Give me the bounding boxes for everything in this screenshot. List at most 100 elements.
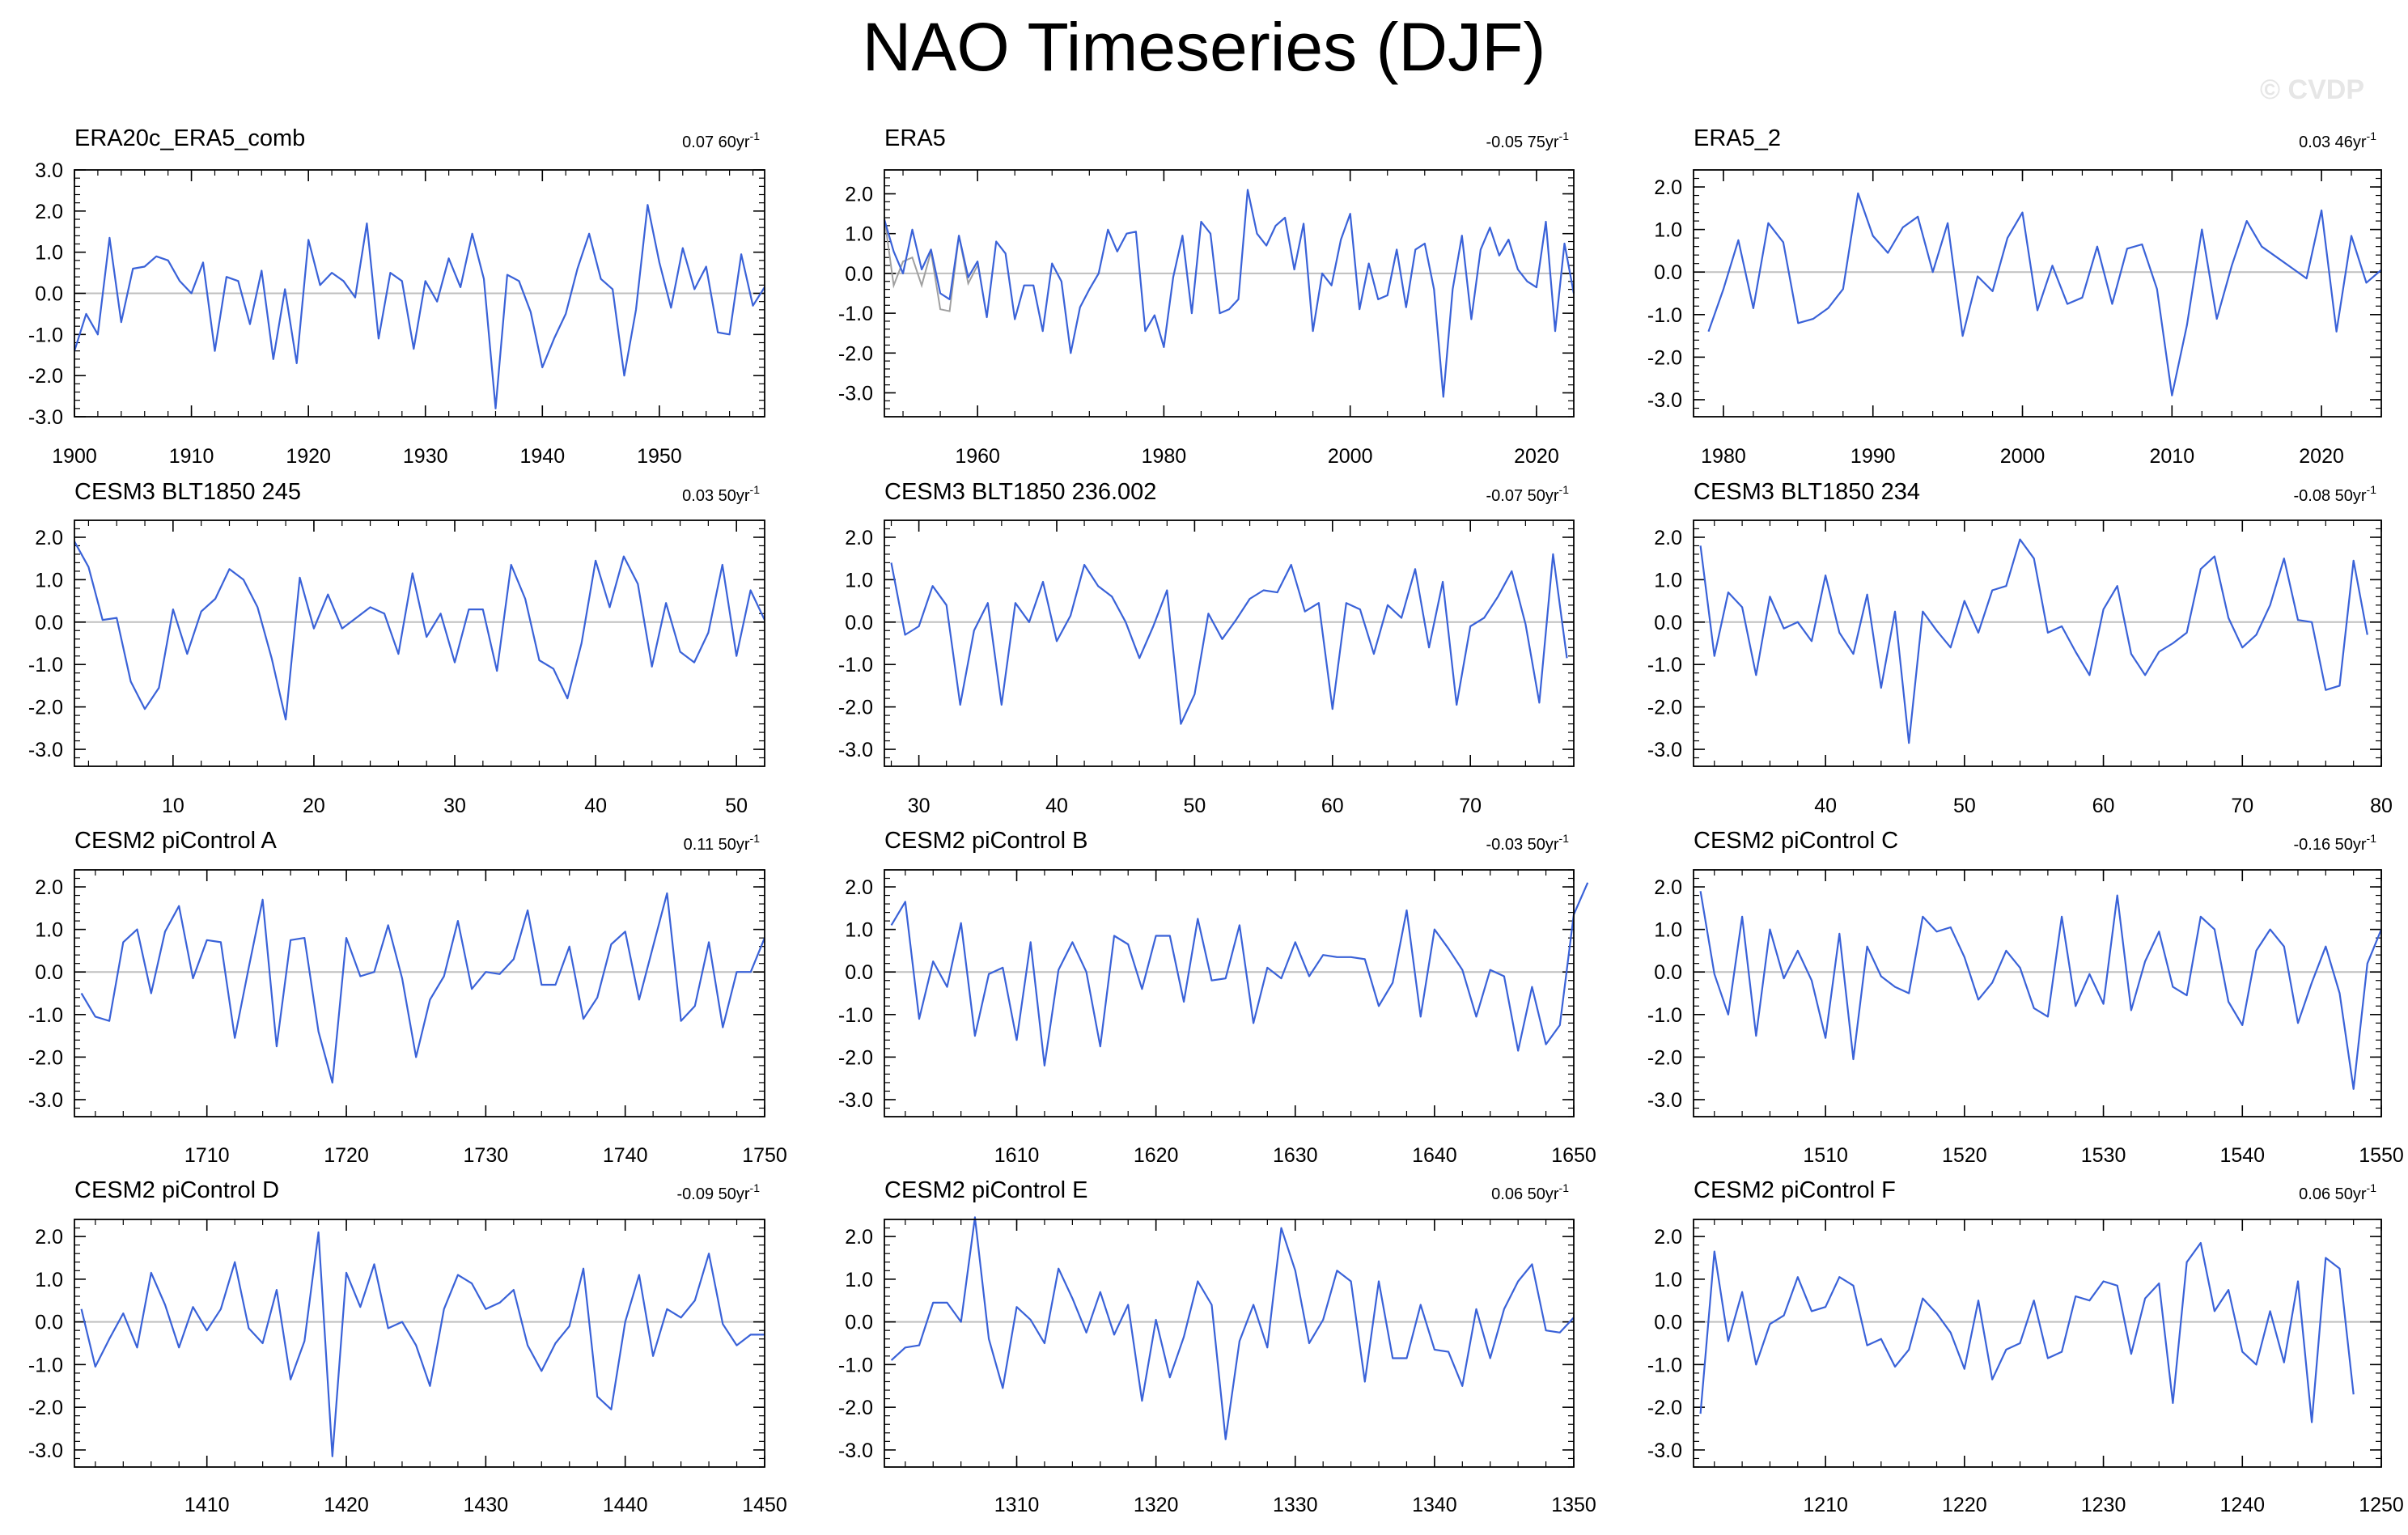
trend-label: -0.09 50yr-1 <box>676 1181 760 1203</box>
plot-frame <box>74 869 765 1117</box>
y-tick-label: 1.0 <box>845 223 873 246</box>
y-tick-label: 2.0 <box>1654 876 1682 899</box>
plot-frame <box>884 869 1575 1117</box>
x-tick-label: 60 <box>1321 795 1344 817</box>
panel-2: ERA5 -0.05 75yr-1 2.0 1.0 0.0 -1.0 -2.0 -3.0 196… <box>838 125 1575 468</box>
y-tick-label: 0.0 <box>35 612 63 634</box>
panel-3: ERA5_2 0.03 46yr-1 2.0 1.0 0.0 -1.0 -2.0 -3.0 19… <box>1647 125 2382 468</box>
x-tick-label: 1960 <box>955 445 1000 468</box>
trend-label: -0.16 50yr-1 <box>2293 832 2376 854</box>
panel-8: CESM2 piControl B -0.03 50yr-1 2.0 1.0 0.0 -1… <box>838 828 1596 1167</box>
y-tick-label: 0.0 <box>35 283 63 306</box>
y-tick-label: -1.0 <box>838 654 873 676</box>
x-tick-label: 1990 <box>1851 445 1896 468</box>
trend-label: 0.06 50yr-1 <box>2299 1181 2376 1203</box>
x-tick-label: 50 <box>1953 795 1976 817</box>
trend-label: -0.05 75yr-1 <box>1486 129 1569 151</box>
plot-frame <box>884 1219 1575 1468</box>
y-tick-label: -1.0 <box>28 654 63 676</box>
y-tick-label: 0.0 <box>845 612 873 634</box>
y-tick-label: -1.0 <box>28 1354 63 1376</box>
x-tick-label: 40 <box>1045 795 1068 817</box>
y-tick-label: 0.0 <box>845 263 873 286</box>
y-tick-label: 1.0 <box>35 569 63 592</box>
x-tick-label: 70 <box>1459 795 1482 817</box>
y-tick-label: 1.0 <box>1654 219 1682 242</box>
y-tick-label: 1.0 <box>845 919 873 942</box>
plot-frame <box>74 519 765 767</box>
x-tick-label: 1450 <box>742 1494 787 1516</box>
trend-label: 0.03 50yr-1 <box>682 483 760 505</box>
y-tick-label: -3.0 <box>838 1440 873 1462</box>
y-tick-label: 2.0 <box>1654 1226 1682 1249</box>
series-line <box>883 189 1575 398</box>
x-tick-label: 1910 <box>169 445 214 468</box>
y-tick-label: -3.0 <box>28 1089 63 1112</box>
y-tick-label: -2.0 <box>28 365 63 388</box>
y-tick-label: -1.0 <box>28 324 63 346</box>
trend-label: 0.03 46yr-1 <box>2299 129 2376 151</box>
y-tick-label: -2.0 <box>838 697 873 719</box>
cvdp-watermark: © CVDP <box>2260 74 2364 105</box>
y-tick-label: -3.0 <box>838 382 873 405</box>
y-tick-label: 1.0 <box>1654 919 1682 942</box>
panel-1: ERA20c_ERA5_comb 0.07 60yr-1 3.0 2.0 1.0 0.0 -… <box>28 125 765 468</box>
plot-frame <box>1693 1219 2382 1468</box>
panel-title: CESM2 piControl A <box>74 828 277 854</box>
y-tick-label: 1.0 <box>845 1269 873 1291</box>
x-tick-label: 1720 <box>324 1144 369 1167</box>
panel-title: CESM3 BLT1850 234 <box>1694 479 1920 505</box>
y-tick-label: 1.0 <box>1654 1269 1682 1291</box>
x-tick-label: 1410 <box>184 1494 230 1516</box>
x-tick-label: 1430 <box>464 1494 509 1516</box>
x-tick-label: 1730 <box>464 1144 509 1167</box>
x-tick-label: 1980 <box>1142 445 1187 468</box>
x-tick-label: 1630 <box>1273 1144 1318 1167</box>
x-tick-label: 1710 <box>184 1144 230 1167</box>
series-line <box>890 1216 1575 1440</box>
x-tick-label: 2010 <box>2149 445 2194 468</box>
x-tick-label: 1330 <box>1273 1494 1318 1516</box>
y-tick-label: 0.0 <box>35 1312 63 1334</box>
y-tick-label: -2.0 <box>838 1046 873 1069</box>
x-tick-label: 1620 <box>1134 1144 1179 1167</box>
y-tick-label: -3.0 <box>28 406 63 429</box>
series-line <box>80 1231 765 1457</box>
y-tick-label: -3.0 <box>838 739 873 761</box>
series-line <box>890 882 1589 1067</box>
series-line <box>1699 891 2383 1090</box>
y-tick-label: -1.0 <box>838 1004 873 1027</box>
x-tick-label: 1940 <box>519 445 565 468</box>
x-tick-label: 1640 <box>1412 1144 1457 1167</box>
x-tick-label: 80 <box>2370 795 2393 817</box>
y-tick-label: 0.0 <box>845 961 873 984</box>
plot-frame <box>1693 519 2382 767</box>
x-tick-label: 1550 <box>2359 1144 2404 1167</box>
y-tick-label: 0.0 <box>1654 261 1682 284</box>
x-tick-label: 1210 <box>1803 1494 1848 1516</box>
x-tick-label: 50 <box>1183 795 1206 817</box>
trend-label: -0.08 50yr-1 <box>2293 483 2376 505</box>
x-tick-label: 1220 <box>1942 1494 1987 1516</box>
y-tick-label: -3.0 <box>28 739 63 761</box>
panel-title: CESM3 BLT1850 245 <box>74 479 301 505</box>
x-tick-label: 2020 <box>1514 445 1559 468</box>
panel-title: CESM2 piControl B <box>884 828 1087 854</box>
panel-title: CESM2 piControl D <box>74 1177 279 1203</box>
y-tick-label: -2.0 <box>838 1397 873 1419</box>
panel-11: CESM2 piControl E 0.06 50yr-1 2.0 1.0 0.0 -1.… <box>838 1177 1596 1516</box>
y-tick-label: -3.0 <box>1647 739 1682 761</box>
x-tick-label: 1520 <box>1942 1144 1987 1167</box>
plot-frame <box>884 519 1575 767</box>
y-tick-label: 2.0 <box>35 1226 63 1249</box>
y-tick-label: -3.0 <box>838 1089 873 1112</box>
y-tick-label: -1.0 <box>1647 654 1682 676</box>
y-tick-label: 0.0 <box>35 961 63 984</box>
y-tick-label: 0.0 <box>845 1312 873 1334</box>
x-tick-label: 1920 <box>286 445 331 468</box>
x-tick-label: 60 <box>2092 795 2115 817</box>
y-tick-label: 2.0 <box>35 201 63 223</box>
y-tick-label: -3.0 <box>1647 1089 1682 1112</box>
series-line <box>1699 1241 2355 1423</box>
